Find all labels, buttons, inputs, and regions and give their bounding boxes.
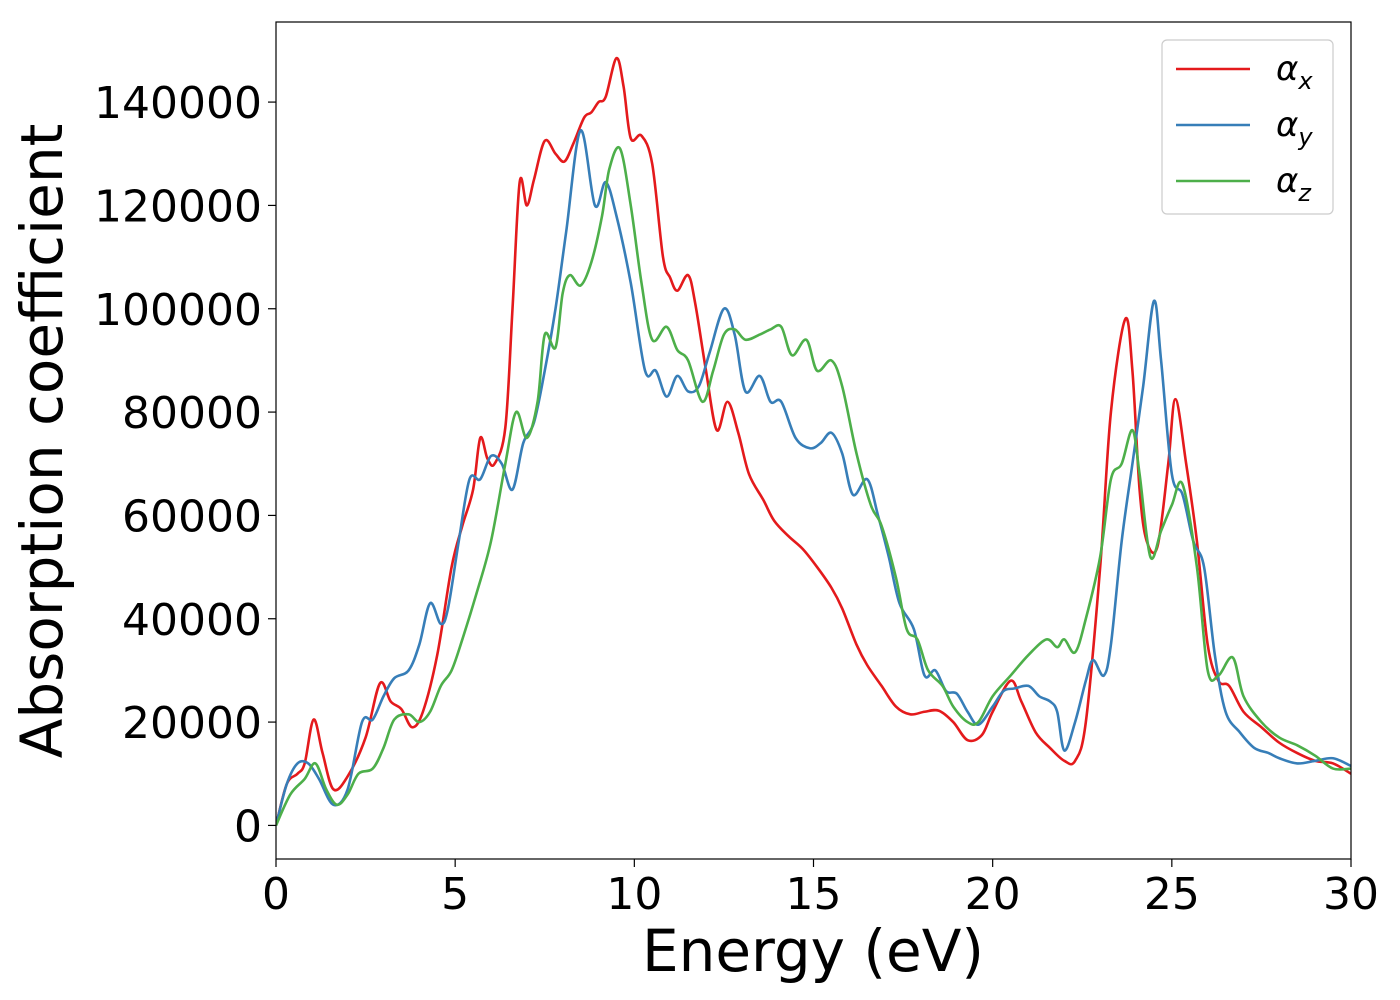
legend-label-y: αy	[1276, 105, 1313, 151]
x-tick-label: 0	[262, 869, 290, 920]
y-tick-label: 0	[234, 801, 262, 852]
x-tick-label: 30	[1323, 869, 1379, 920]
y-axis-title: Absorption coefficient	[8, 124, 76, 759]
y-tick-label: 40000	[122, 595, 262, 646]
legend-label-z: αz	[1276, 161, 1312, 207]
series-line-αy	[276, 129, 1351, 826]
x-tick-label: 5	[441, 869, 469, 920]
y-axis: 0 20000 40000 60000 80000 100000 120000 140000	[94, 78, 276, 852]
y-tick-label: 140000	[94, 78, 262, 129]
x-tick-label: 15	[786, 869, 842, 920]
y-tick-label: 60000	[122, 491, 262, 542]
x-tick-label: 20	[965, 869, 1021, 920]
y-tick-label: 80000	[122, 388, 262, 439]
y-tick-label: 20000	[122, 698, 262, 749]
x-axis: 0 5 10 15 20 25 30	[262, 859, 1379, 920]
x-tick-label: 10	[606, 869, 662, 920]
x-tick-label: 25	[1144, 869, 1200, 920]
legend-label-x: αx	[1276, 49, 1313, 95]
x-axis-title: Energy (eV)	[642, 917, 984, 985]
series-layer	[276, 56, 1351, 826]
y-tick-label: 120000	[94, 181, 262, 232]
y-tick-label: 100000	[94, 285, 262, 336]
series-line-αz	[276, 145, 1351, 826]
legend: αx αy αz	[1161, 39, 1334, 215]
legend-box	[1161, 39, 1334, 215]
